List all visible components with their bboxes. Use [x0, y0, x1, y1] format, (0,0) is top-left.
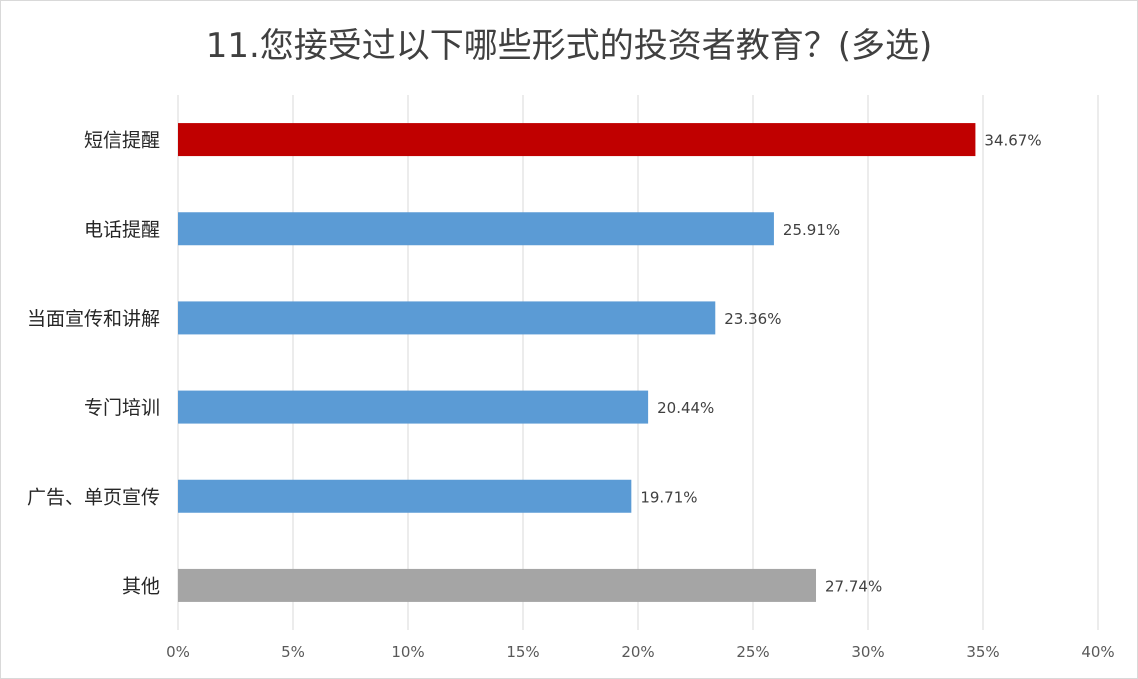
x-tick-label: 15% [506, 643, 539, 661]
x-tick-labels: 0% 5% 10% 15% 20% 25% 30% 35% 40% [166, 643, 1115, 661]
gridlines [177, 95, 1099, 630]
bar [178, 123, 976, 157]
x-tick-label: 0% [166, 643, 190, 661]
x-tick-label: 35% [966, 643, 999, 661]
category-label: 专门培训 [84, 397, 160, 419]
category-label: 电话提醒 [84, 219, 160, 241]
bar [178, 301, 716, 335]
x-tick-label: 10% [391, 643, 424, 661]
data-labels: 34.67% 25.91% 23.36% 20.44% 19.71% 27.74% [640, 132, 1041, 596]
data-label: 23.36% [724, 310, 781, 328]
category-label: 广告、单页宣传 [27, 486, 160, 508]
data-label: 19.71% [640, 488, 697, 506]
bar [178, 212, 774, 246]
data-label: 20.44% [657, 399, 714, 417]
x-tick-label: 30% [851, 643, 884, 661]
x-tick-label: 20% [621, 643, 654, 661]
data-label: 27.74% [825, 577, 882, 595]
chart-title: 11.您接受过以下哪些形式的投资者教育？(多选) [205, 26, 933, 66]
category-label: 其他 [122, 575, 160, 597]
x-tick-label: 25% [736, 643, 769, 661]
x-tick-label: 40% [1081, 643, 1114, 661]
data-label: 25.91% [783, 221, 840, 239]
data-label: 34.67% [984, 132, 1041, 150]
bar [178, 568, 817, 602]
bar [178, 390, 649, 424]
bars [178, 123, 976, 602]
x-tick-label: 5% [281, 643, 305, 661]
category-label: 当面宣传和讲解 [27, 308, 160, 330]
bar [178, 479, 632, 513]
category-label: 短信提醒 [84, 130, 160, 152]
